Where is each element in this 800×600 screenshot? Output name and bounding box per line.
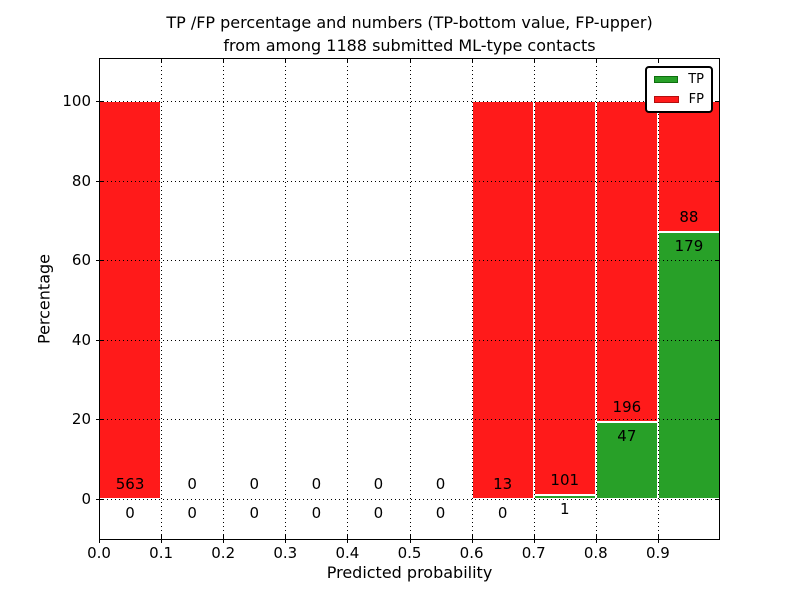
chart-title: TP /FP percentage and numbers (TP-bottom… bbox=[99, 11, 720, 57]
fp-count-label: 101 bbox=[550, 471, 580, 490]
gridline-vertical bbox=[471, 58, 473, 540]
plot-area bbox=[99, 58, 720, 540]
fp-count-label: 0 bbox=[373, 475, 384, 493]
x-tick-label: 0.4 bbox=[335, 544, 360, 562]
tp-count-label: 0 bbox=[187, 504, 197, 522]
x-tick-label: 0.8 bbox=[583, 544, 608, 562]
chart-title-line1: TP /FP percentage and numbers (TP-bottom… bbox=[166, 13, 653, 32]
bar-segment-fp bbox=[471, 101, 534, 499]
y-tick-mark bbox=[96, 260, 104, 262]
y-tick-mark bbox=[96, 180, 104, 182]
gridline-vertical bbox=[223, 58, 225, 540]
y-tick-mark bbox=[96, 499, 104, 500]
x-tick-mark bbox=[409, 58, 411, 63]
x-tick-mark bbox=[657, 535, 659, 543]
x-tick-mark bbox=[595, 58, 597, 63]
y-tick-label: 40 bbox=[71, 330, 91, 349]
legend-label: FP bbox=[688, 92, 704, 107]
x-tick-label: 0.9 bbox=[645, 544, 670, 562]
fp-count-label: 0 bbox=[311, 475, 322, 493]
x-tick-label: 0.5 bbox=[397, 544, 422, 562]
y-tick-label: 100 bbox=[62, 92, 91, 110]
bar-segment-fp bbox=[657, 101, 720, 233]
tp-count-label: 0 bbox=[435, 504, 446, 522]
y-tick-mark bbox=[96, 419, 104, 421]
x-tick-mark bbox=[285, 58, 287, 63]
x-tick-mark bbox=[595, 535, 597, 543]
x-axis-label: Predicted probability bbox=[326, 563, 493, 582]
x-tick-label: 0.3 bbox=[273, 544, 298, 562]
tp-count-label: 1 bbox=[559, 500, 570, 519]
bar-segment-fp bbox=[595, 101, 658, 423]
x-tick-mark bbox=[533, 535, 535, 543]
y-tick-mark bbox=[715, 180, 720, 182]
y-tick-mark bbox=[715, 101, 720, 102]
x-tick-label: 0.2 bbox=[211, 544, 236, 562]
tp-count-label: 0 bbox=[311, 504, 322, 522]
x-tick-mark bbox=[347, 535, 349, 543]
fp-count-label: 0 bbox=[249, 475, 260, 493]
gridline-vertical bbox=[347, 58, 349, 540]
x-tick-label: 0.6 bbox=[459, 544, 484, 562]
x-tick-mark bbox=[657, 58, 659, 63]
fp-count-label: 563 bbox=[115, 475, 145, 493]
y-tick-label: 0 bbox=[81, 490, 91, 508]
x-tick-mark bbox=[161, 535, 163, 543]
y-tick-mark bbox=[96, 101, 104, 102]
fp-count-label: 0 bbox=[187, 475, 197, 493]
fp-count-label: 13 bbox=[493, 475, 513, 493]
x-tick-mark bbox=[471, 58, 473, 63]
gridline-vertical bbox=[657, 58, 659, 540]
gridline-vertical bbox=[285, 58, 287, 540]
y-axis-label: Percentage bbox=[34, 253, 54, 345]
legend-item: TP bbox=[654, 73, 704, 86]
x-tick-label: 0.7 bbox=[521, 544, 546, 562]
x-tick-label: 0.1 bbox=[149, 544, 174, 562]
y-tick-label: 80 bbox=[71, 171, 91, 190]
tp-count-label: 179 bbox=[674, 237, 704, 256]
tp-count-label: 0 bbox=[249, 504, 260, 522]
bar-segment-tp bbox=[657, 232, 720, 499]
legend-item: FP bbox=[654, 93, 704, 106]
fp-count-label: 0 bbox=[435, 475, 446, 493]
x-tick-mark bbox=[533, 58, 535, 63]
fp-count-label: 88 bbox=[679, 208, 699, 227]
chart-title-line2: from among 1188 submitted ML-type contac… bbox=[223, 36, 596, 55]
y-tick-mark bbox=[715, 419, 720, 421]
tp-count-label: 0 bbox=[125, 504, 135, 522]
tp-count-label: 47 bbox=[617, 427, 637, 446]
x-tick-mark bbox=[347, 58, 349, 63]
x-tick-mark bbox=[223, 58, 225, 63]
y-tick-label: 60 bbox=[71, 251, 91, 270]
legend: TP FP bbox=[645, 66, 713, 113]
tp-count-label: 0 bbox=[497, 504, 508, 522]
tp-count-label: 0 bbox=[373, 504, 384, 522]
fp-legend-swatch bbox=[654, 96, 679, 103]
y-tick-mark bbox=[715, 339, 720, 341]
x-tick-mark bbox=[223, 535, 225, 543]
y-tick-label: 20 bbox=[71, 410, 91, 429]
gridline-vertical bbox=[409, 58, 411, 540]
gridline-vertical bbox=[161, 58, 163, 540]
x-tick-mark bbox=[471, 535, 473, 543]
x-tick-mark bbox=[285, 535, 287, 543]
x-tick-label: 0.0 bbox=[87, 544, 111, 562]
y-tick-mark bbox=[96, 339, 104, 341]
x-tick-mark bbox=[409, 535, 411, 543]
x-tick-mark bbox=[99, 535, 100, 543]
x-tick-mark bbox=[99, 58, 100, 63]
gridline-vertical bbox=[595, 58, 597, 540]
legend-label: TP bbox=[688, 72, 704, 87]
y-tick-mark bbox=[715, 260, 720, 262]
y-tick-mark bbox=[715, 499, 720, 500]
gridline-vertical bbox=[533, 58, 535, 540]
fp-count-label: 196 bbox=[612, 398, 642, 417]
tp-legend-swatch bbox=[654, 76, 679, 83]
x-tick-mark bbox=[161, 58, 163, 63]
